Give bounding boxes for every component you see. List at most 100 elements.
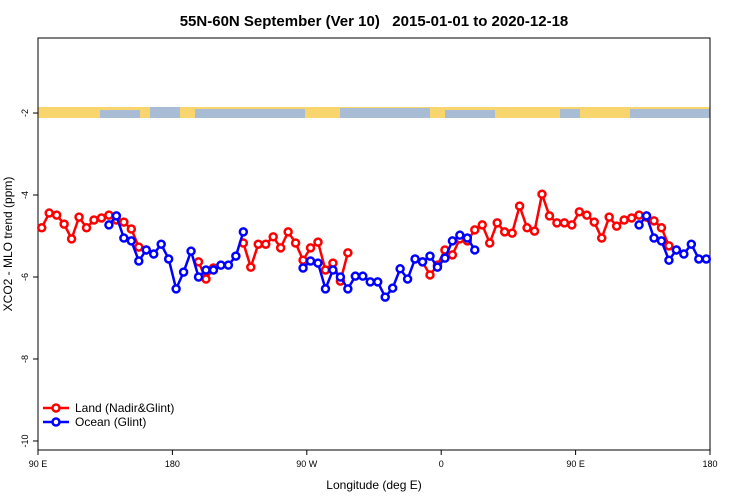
point <box>589 217 600 227</box>
series-line <box>40 189 678 286</box>
map-strip <box>38 107 710 118</box>
point <box>395 264 405 274</box>
point <box>111 211 122 221</box>
point <box>656 236 667 246</box>
x-tick-label: 90 W <box>296 459 318 469</box>
point <box>216 260 226 270</box>
point <box>372 277 383 287</box>
point <box>417 257 428 267</box>
point <box>679 249 689 259</box>
point <box>141 245 152 255</box>
legend-marker <box>51 403 61 413</box>
point <box>626 213 637 223</box>
point <box>126 236 137 246</box>
point <box>320 265 331 275</box>
point <box>447 250 458 260</box>
y-tick-label: -2 <box>20 109 30 117</box>
point <box>641 211 652 221</box>
legend-label: Land (Nadir&Glint) <box>75 401 174 415</box>
point <box>649 216 659 226</box>
point <box>290 238 301 248</box>
x-tick-label: 180 <box>702 459 717 469</box>
x-tick-label: 0 <box>439 459 444 469</box>
point <box>81 223 92 233</box>
point <box>387 283 398 293</box>
point <box>283 227 293 237</box>
point <box>537 189 547 199</box>
point <box>455 230 465 240</box>
point <box>74 212 84 222</box>
point <box>343 284 353 294</box>
point <box>552 218 562 228</box>
point <box>492 218 502 228</box>
point <box>163 254 174 264</box>
point <box>246 262 256 272</box>
point <box>522 223 532 233</box>
point <box>134 256 144 266</box>
point <box>305 243 316 253</box>
point <box>104 210 114 220</box>
point <box>89 215 99 225</box>
point <box>253 239 264 249</box>
point <box>694 254 704 264</box>
point <box>156 239 166 249</box>
point <box>208 265 219 275</box>
point <box>619 215 629 225</box>
point <box>380 292 390 302</box>
point <box>134 242 144 252</box>
point <box>425 270 435 280</box>
point <box>686 239 697 249</box>
point <box>171 284 181 294</box>
point <box>649 233 659 243</box>
point <box>238 227 249 237</box>
point <box>484 238 495 248</box>
x-tick-label: 180 <box>165 459 180 469</box>
point <box>328 265 338 275</box>
point <box>96 213 107 223</box>
point <box>365 277 376 287</box>
point <box>604 212 614 222</box>
point <box>350 271 361 281</box>
point <box>66 234 77 244</box>
point <box>477 220 488 230</box>
point <box>514 201 525 211</box>
point <box>656 223 667 233</box>
point <box>671 245 682 255</box>
x-tick-label: 90 E <box>566 459 585 469</box>
point <box>544 211 555 221</box>
point <box>126 224 137 234</box>
point <box>634 220 644 230</box>
point <box>335 272 346 282</box>
point <box>447 236 458 246</box>
point <box>193 272 204 282</box>
legend-marker <box>51 417 61 427</box>
point <box>529 226 540 236</box>
point <box>611 221 622 231</box>
point <box>664 255 674 265</box>
y-tick-label: -8 <box>20 355 30 363</box>
point <box>343 248 353 258</box>
point <box>432 262 443 272</box>
point <box>440 253 450 263</box>
point <box>305 256 316 266</box>
point <box>51 210 62 220</box>
point <box>559 218 570 228</box>
point <box>36 223 47 233</box>
point <box>499 227 510 237</box>
point <box>701 254 712 264</box>
point <box>470 245 480 255</box>
point <box>119 233 129 243</box>
point <box>104 220 114 230</box>
point <box>59 219 69 229</box>
point <box>186 246 196 256</box>
plot-frame <box>37 37 711 451</box>
point <box>313 258 323 268</box>
point <box>664 241 674 251</box>
point <box>44 208 54 218</box>
point <box>313 237 323 247</box>
point <box>119 217 129 227</box>
point <box>507 228 517 238</box>
point <box>567 220 577 230</box>
point <box>402 274 413 284</box>
